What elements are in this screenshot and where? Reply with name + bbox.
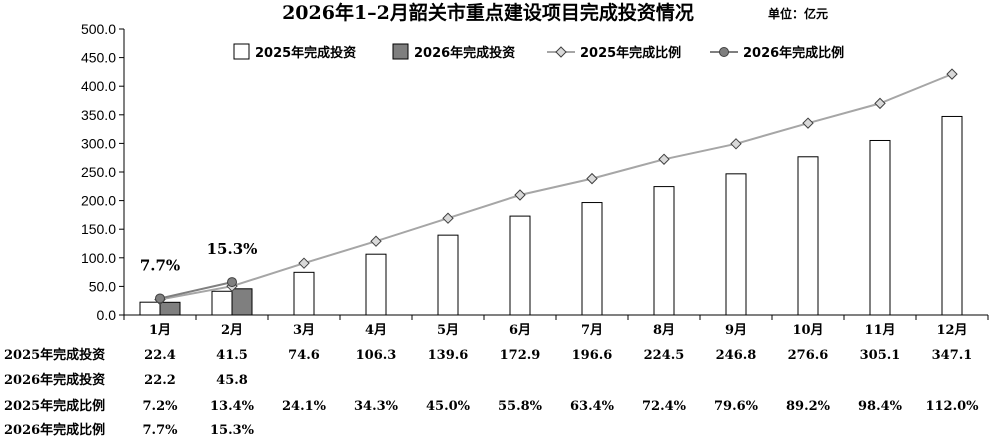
data-table: 2025年完成投资 22.4 41.5 74.6 106.3 139.6 172.9 196.… <box>4 347 979 438</box>
bar-2026 <box>159 301 181 316</box>
bar-2026 <box>231 288 253 316</box>
x-tick-label: 10月 <box>792 323 823 338</box>
x-tick-label: 12月 <box>936 323 967 338</box>
x-tick-label: 2月 <box>221 323 243 338</box>
y-tick-label: 0.0 <box>97 307 117 323</box>
legend-marker-2026-line <box>719 47 729 57</box>
bar-2025 <box>725 173 747 316</box>
bar-2025 <box>211 290 233 316</box>
point-2025-ratio <box>298 257 310 269</box>
table-row-label: 2026年完成投资 <box>4 372 105 388</box>
table-cell: 305.1 <box>860 348 901 363</box>
x-tick-label: 3月 <box>293 323 315 338</box>
point-2025-ratio <box>946 68 958 80</box>
y-tick-label: 300.0 <box>81 135 116 151</box>
table-cell: 7.2% <box>143 399 179 414</box>
point-2025-ratio <box>514 189 526 201</box>
y-tick-label: 100.0 <box>81 250 116 266</box>
table-cell: 72.4% <box>642 399 687 414</box>
table-cell: 106.3 <box>356 348 397 363</box>
point-2025-ratio <box>658 153 670 165</box>
x-tick-label: 7月 <box>581 323 603 338</box>
x-tick-label: 8月 <box>653 323 675 338</box>
point-2025-ratio <box>586 172 598 185</box>
x-tick-label: 5月 <box>437 323 459 338</box>
ratio-annotation: 7.7% <box>140 256 180 274</box>
x-tick-label: 4月 <box>365 323 387 338</box>
bar-2025 <box>941 115 963 316</box>
legend-swatch-2025-bar <box>233 43 250 60</box>
table-cell: 196.6 <box>572 348 613 363</box>
table-cell: 89.2% <box>786 399 831 414</box>
table-cell: 7.7% <box>143 423 179 438</box>
bar-2025 <box>293 271 315 316</box>
bar-2025 <box>869 139 891 316</box>
table-cell: 347.1 <box>932 348 973 363</box>
point-2026-ratio <box>227 277 237 288</box>
y-tick-label: 150.0 <box>81 221 116 237</box>
table-row-label: 2026年完成比例 <box>4 422 105 438</box>
line-2026-ratio <box>159 281 233 300</box>
y-tick-label: 250.0 <box>81 164 116 180</box>
table-cell: 45.8 <box>216 373 248 388</box>
table-cell: 15.3% <box>210 423 255 438</box>
plot-area: 0.0 50.0 100.0 150.0 200.0 250.0 300.0 350.0 400… <box>81 21 989 338</box>
legend-swatch-2026-bar <box>392 43 409 60</box>
bar-2025 <box>139 301 161 316</box>
table-cell: 45.0% <box>426 399 471 414</box>
table-cell: 224.5 <box>644 348 685 363</box>
y-tick-label: 200.0 <box>81 193 116 209</box>
point-2025-ratio <box>442 212 454 224</box>
point-2025-ratio <box>874 97 886 110</box>
table-cell: 79.6% <box>714 399 759 414</box>
legend-label: 2025年完成比例 <box>580 45 681 61</box>
legend-marker-2025-line <box>555 46 567 58</box>
table-cell: 98.4% <box>858 399 903 414</box>
table-cell: 112.0% <box>925 399 979 414</box>
chart-title: 2026年1–2月韶关市重点建设项目完成投资情况 <box>282 1 694 24</box>
table-cell: 139.6 <box>428 348 469 363</box>
table-cell: 246.8 <box>716 348 757 363</box>
y-tick-label: 400.0 <box>81 78 116 94</box>
y-tick-label: 500.0 <box>81 21 116 37</box>
table-cell: 172.9 <box>500 348 541 363</box>
table-cell: 13.4% <box>210 399 255 414</box>
bar-2025 <box>365 253 387 316</box>
bar-2025 <box>653 186 675 316</box>
table-cell: 34.3% <box>354 399 399 414</box>
table-cell: 63.4% <box>570 399 615 414</box>
table-cell: 24.1% <box>282 399 327 414</box>
table-cell: 276.6 <box>788 348 829 363</box>
legend-label: 2026年完成比例 <box>743 45 844 61</box>
y-tick-label: 50.0 <box>89 278 116 294</box>
x-tick-label: 6月 <box>509 323 531 338</box>
point-2026-ratio <box>155 293 165 304</box>
legend-label: 2026年完成投资 <box>414 45 515 61</box>
x-tick-label: 11月 <box>864 323 895 338</box>
point-2025-ratio <box>802 117 814 129</box>
bar-2025 <box>509 215 531 316</box>
table-cell: 74.6 <box>288 348 320 363</box>
line-2025-ratio <box>159 73 953 301</box>
legend: 2025年完成投资 2026年完成投资 2025年完成比例 2026年完成比例 <box>233 43 844 61</box>
bar-2025 <box>581 202 603 316</box>
y-tick-label: 350.0 <box>81 107 116 123</box>
table-cell: 22.4 <box>144 348 176 363</box>
legend-label: 2025年完成投资 <box>255 45 356 61</box>
bar-2025 <box>437 234 459 316</box>
ratio-annotation: 15.3% <box>207 240 258 258</box>
x-tick-label: 9月 <box>725 323 747 338</box>
y-tick-label: 450.0 <box>81 50 116 66</box>
unit-label: 单位：亿元 <box>768 6 828 21</box>
table-row-label: 2025年完成比例 <box>4 398 105 414</box>
table-row-label: 2025年完成投资 <box>4 347 105 363</box>
table-cell: 55.8% <box>498 399 543 414</box>
table-cell: 41.5 <box>216 348 248 363</box>
bar-2025 <box>797 156 819 316</box>
x-tick-label: 1月 <box>149 323 171 338</box>
point-2025-ratio <box>370 235 382 247</box>
table-cell: 22.2 <box>144 373 176 388</box>
point-2025-ratio <box>730 138 742 150</box>
